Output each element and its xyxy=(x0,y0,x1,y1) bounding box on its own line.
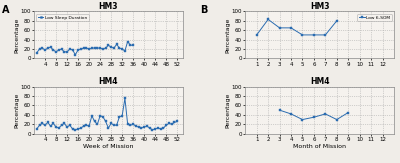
Low Sleep Duration xyxy=(78,48,83,50)
Title: HM4: HM4 xyxy=(99,77,118,86)
Low Sleep Duration xyxy=(70,49,75,51)
Low Sleep Duration xyxy=(81,47,86,49)
Low 6-SOM xyxy=(277,27,282,29)
Legend: Low Sleep Duration: Low Sleep Duration xyxy=(36,14,89,21)
Line: Low 6-SOM: Low 6-SOM xyxy=(255,18,338,36)
Low Sleep Duration xyxy=(48,46,53,48)
Title: HM4: HM4 xyxy=(310,77,329,86)
Low Sleep Duration xyxy=(34,52,39,54)
Low Sleep Duration xyxy=(43,49,48,51)
Text: B: B xyxy=(200,5,207,15)
Low Sleep Duration xyxy=(62,51,67,53)
Low Sleep Duration xyxy=(90,47,94,49)
Low Sleep Duration xyxy=(68,48,72,50)
Low Sleep Duration xyxy=(84,47,89,49)
Y-axis label: Percentage: Percentage xyxy=(14,17,19,53)
Low Sleep Duration xyxy=(37,48,42,50)
Low Sleep Duration xyxy=(45,47,50,49)
Low Sleep Duration xyxy=(131,44,136,46)
Low 6-SOM xyxy=(254,34,259,36)
Low Sleep Duration xyxy=(65,51,70,53)
Y-axis label: Percentage: Percentage xyxy=(14,92,19,128)
Low 6-SOM xyxy=(289,27,294,29)
Low 6-SOM xyxy=(334,20,339,22)
Low Sleep Duration xyxy=(120,48,124,50)
Low Sleep Duration xyxy=(95,47,100,49)
Y-axis label: Percentage: Percentage xyxy=(225,92,230,128)
Title: HM3: HM3 xyxy=(99,2,118,11)
Low Sleep Duration xyxy=(109,46,114,48)
X-axis label: Month of Mission: Month of Mission xyxy=(293,144,346,149)
Low Sleep Duration xyxy=(106,44,111,46)
Low Sleep Duration xyxy=(128,44,133,46)
Low Sleep Duration xyxy=(51,49,56,51)
Y-axis label: Percentage: Percentage xyxy=(225,17,230,53)
X-axis label: Week of Mission: Week of Mission xyxy=(83,144,134,149)
Low Sleep Duration xyxy=(73,54,78,56)
Text: A: A xyxy=(2,5,10,15)
Low Sleep Duration xyxy=(59,48,64,50)
Low Sleep Duration xyxy=(103,47,108,49)
Low 6-SOM xyxy=(300,34,305,36)
Low Sleep Duration xyxy=(98,47,102,49)
Low Sleep Duration xyxy=(117,47,122,49)
Low Sleep Duration xyxy=(125,41,130,43)
Low Sleep Duration xyxy=(122,50,127,52)
Line: Low Sleep Duration: Low Sleep Duration xyxy=(36,40,134,56)
Low Sleep Duration xyxy=(114,43,119,45)
Low 6-SOM xyxy=(266,18,270,20)
Low Sleep Duration xyxy=(112,47,116,49)
Low Sleep Duration xyxy=(87,48,92,50)
Low Sleep Duration xyxy=(56,49,61,51)
Low Sleep Duration xyxy=(40,47,45,49)
Title: HM3: HM3 xyxy=(310,2,329,11)
Low Sleep Duration xyxy=(100,48,105,50)
Legend: Low 6-SOM: Low 6-SOM xyxy=(358,14,392,21)
Low Sleep Duration xyxy=(76,49,80,51)
Low 6-SOM xyxy=(323,34,328,36)
Low Sleep Duration xyxy=(92,47,97,49)
Low 6-SOM xyxy=(312,34,316,36)
Low Sleep Duration xyxy=(54,51,58,53)
